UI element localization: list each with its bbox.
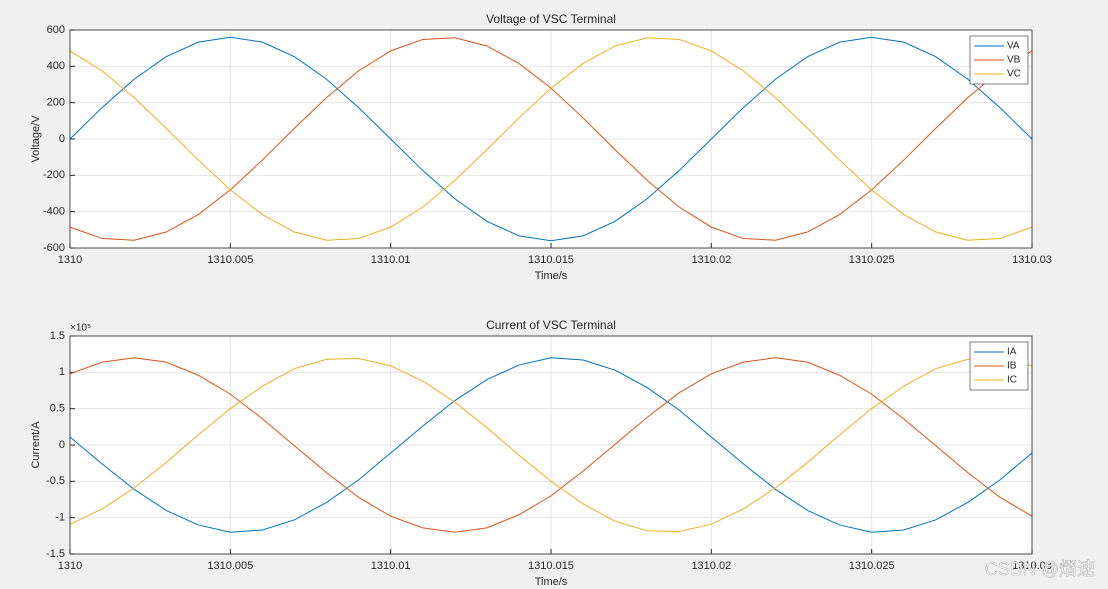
legend-label: IA	[1007, 347, 1017, 358]
y-scale-label: ×10⁵	[70, 323, 91, 334]
chart-title: Voltage of VSC Terminal	[486, 12, 616, 26]
x-axis-label: Time/s	[535, 576, 568, 588]
x-tick-label: 1310.02	[691, 254, 731, 266]
y-axis-label: Current/A	[30, 421, 42, 469]
y-tick-label: -1	[55, 512, 65, 524]
legend-label: IC	[1007, 375, 1017, 386]
x-tick-label: 1310.01	[371, 254, 411, 266]
axes-frame	[69, 29, 1033, 249]
x-tick-label: 1310	[58, 254, 82, 266]
y-tick-label: 400	[47, 60, 65, 72]
legend-label: VB	[1007, 55, 1021, 66]
x-tick-label: 1310.03	[1012, 560, 1052, 572]
y-tick-label: 200	[47, 97, 65, 109]
x-tick-label: 1310.02	[691, 560, 731, 572]
legend-label: VC	[1007, 69, 1021, 80]
legend-label: IB	[1007, 361, 1017, 372]
x-tick-label: 1310.005	[207, 254, 253, 266]
y-tick-label: -600	[43, 242, 65, 254]
x-tick-label: 1310.01	[371, 560, 411, 572]
series-line	[69, 36, 1033, 242]
x-tick-label: 1310.015	[528, 560, 574, 572]
series-line	[69, 37, 1033, 241]
y-tick-label: 0	[59, 133, 65, 145]
y-tick-label: -0.5	[46, 475, 65, 487]
y-tick-label: 0	[59, 439, 65, 451]
y-tick-label: 1	[59, 366, 65, 378]
x-tick-label: 1310.025	[849, 560, 895, 572]
watermark: CSDN @熠速	[985, 559, 1095, 579]
series-line	[69, 357, 1033, 533]
chart-title: Current of VSC Terminal	[486, 318, 616, 332]
x-tick-label: 1310	[58, 560, 82, 572]
x-tick-label: 1310.015	[528, 254, 574, 266]
y-tick-label: 0.5	[50, 403, 65, 415]
y-axis-label: Voltage/V	[30, 115, 42, 163]
x-tick-label: 1310.005	[207, 560, 253, 572]
y-tick-label: 600	[47, 24, 65, 36]
x-tick-label: 1310.025	[849, 254, 895, 266]
x-axis-label: Time/s	[535, 270, 568, 282]
y-tick-label: 1.5	[50, 330, 65, 342]
series-line	[69, 358, 1033, 532]
legend-label: VA	[1007, 41, 1020, 52]
y-tick-label: -400	[43, 206, 65, 218]
axes-frame	[69, 335, 1033, 555]
x-tick-label: 1310.03	[1012, 254, 1052, 266]
y-tick-label: -200	[43, 169, 65, 181]
y-tick-label: -1.5	[46, 548, 65, 560]
series-line	[69, 357, 1033, 533]
